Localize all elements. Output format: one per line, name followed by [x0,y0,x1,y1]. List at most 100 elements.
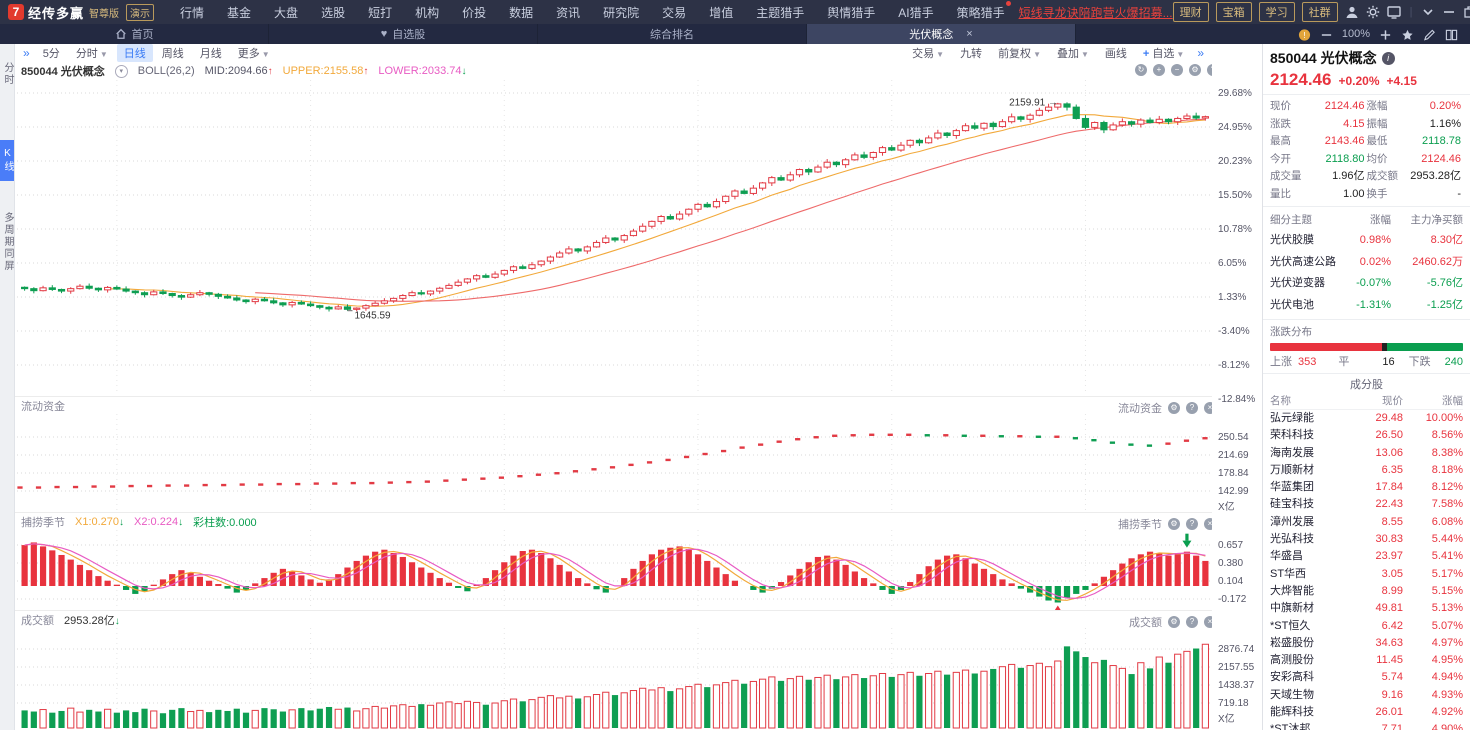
tab-首页[interactable]: 首页 [0,24,269,44]
gear-icon[interactable]: ⚙ [1168,518,1180,530]
menu-item[interactable]: 价投 [462,5,487,20]
gold-button-学习[interactable]: 学习 [1258,2,1295,22]
side-tab-K线[interactable]: K线 [0,140,14,181]
zoom-in-icon[interactable] [1379,28,1392,41]
user-icon[interactable] [1345,5,1359,19]
stock-row[interactable]: 华盛昌 23.97 5.41% [1270,548,1463,565]
plus-icon[interactable]: + [1153,64,1165,76]
menu-item[interactable]: 主题猎手 [756,5,805,20]
promo-link[interactable]: 短线寻龙诀陪跑营火爆招募... [1018,5,1173,20]
fund-flow-chart[interactable] [15,414,1212,512]
minus-icon[interactable]: − [1171,64,1183,76]
tab-自选股[interactable]: ♥ 自选股 [269,24,538,44]
toolbar-button-月线[interactable]: 月线 [193,44,229,62]
settings-icon[interactable] [1366,5,1380,19]
layout-icon[interactable] [1445,28,1458,41]
theme-row[interactable]: 光伏逆变器 -0.07% -5.76亿 [1270,273,1463,295]
stock-row[interactable]: 海南发展 13.06 8.38% [1270,445,1463,462]
constituents-title: 成分股 [1350,379,1383,391]
stock-row[interactable]: 华蓝集团 17.84 8.12% [1270,479,1463,496]
minimize-icon[interactable] [1442,5,1456,19]
stock-name: *ST恒久 [1270,619,1311,632]
toolbar-button-叠加[interactable]: 叠加 ▼ [1050,44,1096,62]
toolbar-button-九转[interactable]: 九转 [953,44,989,62]
toolbar-button-更多[interactable]: 更多 ▼ [231,44,277,62]
toolbar-button-前复权[interactable]: 前复权 ▼ [991,44,1048,62]
gold-button-宝箱[interactable]: 宝箱 [1215,2,1252,22]
help-icon[interactable]: ? [1186,616,1198,628]
stock-row[interactable]: 崧盛股份 34.63 4.97% [1270,635,1463,652]
menu-item[interactable]: 资讯 [556,5,581,20]
stock-row[interactable]: 万顺新材 6.35 8.18% [1270,462,1463,479]
tab-close-icon[interactable]: × [966,28,973,40]
menu-item[interactable]: 大盘 [274,5,299,20]
refresh-icon[interactable]: ↻ [1135,64,1147,76]
toolbar-button-画线[interactable]: 画线 [1098,44,1134,62]
toolbar-button-分时[interactable]: 分时 ▼ [69,44,115,62]
menu-item[interactable]: 数据 [509,5,534,20]
stock-row[interactable]: 弘元绿能 29.48 10.00% [1270,410,1463,427]
favorite-icon[interactable] [1401,28,1414,41]
menu-item[interactable]: AI猎手 [898,5,934,20]
help-icon[interactable]: ? [1186,402,1198,414]
menu-item[interactable]: 增值 [709,5,734,20]
theme-row[interactable]: 光伏胶膜 0.98% 8.30亿 [1270,230,1463,252]
stock-row[interactable]: 高测股份 11.45 4.95% [1270,652,1463,669]
stock-row[interactable]: 漳州发展 8.55 6.08% [1270,514,1463,531]
turnover-chart[interactable] [15,628,1212,730]
menu-item[interactable]: 舆情猎手 [827,5,876,20]
stock-row[interactable]: 中旗新材 49.81 5.13% [1270,600,1463,617]
expand-chevron-icon[interactable]: » [1197,46,1204,60]
zoom-out-icon[interactable] [1320,28,1333,41]
stock-row[interactable]: *ST沐邦 7.71 4.90% [1270,721,1463,730]
toolbar-button-周线[interactable]: 周线 [155,44,191,62]
toolbar-button-5分[interactable]: 5分 [36,44,67,62]
menu-item[interactable]: 选股 [321,5,346,20]
stock-row[interactable]: 硅宝科技 22.43 7.58% [1270,496,1463,513]
tab-综合排名[interactable]: 综合排名 [538,24,807,44]
info-icon[interactable]: i [1381,51,1395,65]
menu-item[interactable]: 行情 [180,5,205,20]
stock-row[interactable]: 天域生物 9.16 4.93% [1270,687,1463,704]
edit-icon[interactable] [1423,28,1436,41]
tab-光伏概念[interactable]: 光伏概念 × [807,24,1076,44]
stock-row[interactable]: ST华西 3.05 5.17% [1270,566,1463,583]
side-tab-多周期同屏[interactable]: 多周期同屏 [2,212,13,272]
skin-icon[interactable] [1386,5,1401,19]
menu-item[interactable]: 交易 [662,5,687,20]
menu-item[interactable]: 策略猎手 [957,0,1011,21]
menu-item[interactable]: 基金 [227,5,252,20]
gear-icon[interactable]: ⚙ [1189,64,1201,76]
alert-icon[interactable]: ! [1298,28,1311,41]
main-kline-chart[interactable]: 2159.91 → 1645.59 [15,80,1212,394]
side-tab-分时[interactable]: 分时 [2,62,13,86]
theme-row[interactable]: 光伏高速公路 0.02% 2460.62万 [1270,252,1463,274]
menu-item[interactable]: 机构 [415,5,440,20]
theme-row[interactable]: 光伏电池 -1.31% -1.25亿 [1270,295,1463,317]
indicator-dropdown-icon[interactable]: ▾ [114,64,128,78]
collapse-chevron-icon[interactable]: » [23,46,30,60]
gear-icon[interactable]: ⚙ [1168,402,1180,414]
toolbar-button-交易[interactable]: 交易 ▼ [905,44,951,62]
stock-row[interactable]: *ST恒久 6.42 5.07% [1270,618,1463,635]
menu-item[interactable]: 研究院 [603,5,640,20]
volume-panel-title-right: 成交额 [1129,617,1162,629]
quote-label: 换手 [1366,187,1388,200]
stock-row[interactable]: 光弘科技 30.83 5.44% [1270,531,1463,548]
menu-item[interactable]: 短打 [368,5,393,20]
gold-button-理财[interactable]: 理财 [1172,2,1209,22]
toolbar-button-日线[interactable]: 日线 [116,44,153,62]
gear-icon[interactable]: ⚙ [1168,616,1180,628]
stock-row[interactable]: 大烨智能 8.99 5.15% [1270,583,1463,600]
restore-icon[interactable] [1463,5,1470,19]
gold-button-社群[interactable]: 社群 [1301,2,1338,22]
help-icon[interactable]: ? [1186,518,1198,530]
toolbar-button-自选[interactable]: + 自选 ▼ [1136,44,1191,62]
stock-row[interactable]: 荣科科技 26.50 8.56% [1270,427,1463,444]
logo-icon: 7 [8,4,24,20]
catch-season-chart[interactable] [15,530,1212,610]
flat-segment [1381,343,1387,351]
stock-row[interactable]: 能辉科技 26.01 4.92% [1270,704,1463,721]
chevron-down-icon[interactable] [1421,5,1435,19]
stock-row[interactable]: 安彩高科 5.74 4.94% [1270,669,1463,686]
